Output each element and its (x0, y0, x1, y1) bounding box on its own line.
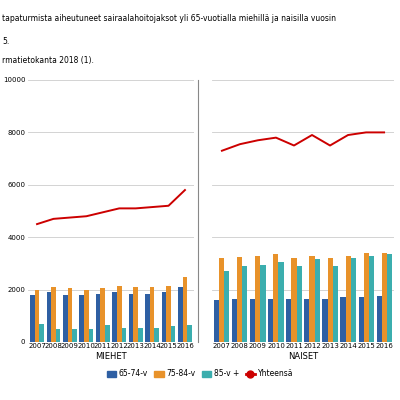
Bar (310, 256, 314, 342)
Bar (133, 287, 138, 342)
Bar (286, 299, 292, 342)
Bar (105, 325, 110, 342)
Bar (129, 294, 133, 342)
Bar (100, 288, 105, 342)
Bar (250, 299, 256, 342)
Bar (162, 292, 166, 342)
Bar (46, 292, 51, 342)
Bar (183, 276, 187, 342)
Bar (80, 295, 84, 342)
Bar (96, 294, 100, 342)
Bar (187, 325, 192, 342)
Bar (224, 271, 230, 342)
Bar (145, 294, 150, 342)
Bar (39, 324, 44, 342)
Bar (322, 299, 328, 342)
Bar (292, 258, 296, 342)
Bar (232, 299, 238, 342)
Bar (122, 328, 126, 342)
Bar (56, 329, 60, 342)
Bar (278, 262, 284, 342)
Bar (387, 254, 392, 342)
Bar (364, 253, 368, 342)
Bar (138, 328, 142, 342)
Bar (35, 290, 39, 342)
Bar (274, 254, 278, 342)
Bar (340, 298, 346, 342)
Bar (256, 256, 260, 342)
Bar (358, 298, 364, 342)
Bar (30, 295, 35, 342)
Bar (112, 292, 117, 342)
Bar (166, 286, 171, 342)
Bar (89, 329, 93, 342)
Bar (171, 326, 176, 342)
Bar (332, 266, 338, 342)
Bar (72, 329, 77, 342)
Bar (368, 256, 374, 342)
Bar (63, 295, 68, 342)
Bar (346, 256, 350, 342)
Bar (117, 286, 122, 342)
Text: 5.: 5. (2, 37, 9, 46)
Bar (68, 288, 72, 342)
Bar (84, 290, 89, 342)
Bar (150, 287, 154, 342)
Bar (376, 296, 382, 342)
Bar (350, 258, 356, 342)
Bar (238, 257, 242, 342)
Bar (178, 287, 183, 342)
Bar (382, 253, 387, 342)
Bar (304, 299, 310, 342)
Bar (328, 258, 332, 342)
Bar (296, 266, 302, 342)
Legend: 65-74-v, 75-84-v, 85-v +, Yhteensä: 65-74-v, 75-84-v, 85-v +, Yhteensä (104, 366, 296, 382)
Bar (51, 287, 56, 342)
Bar (219, 258, 224, 342)
Bar (260, 265, 266, 342)
Bar (214, 300, 219, 342)
Bar (314, 260, 320, 342)
X-axis label: MIEHET: MIEHET (95, 352, 127, 361)
Bar (154, 328, 159, 342)
Bar (268, 299, 274, 342)
Text: rmatietokanta 2018 (1).: rmatietokanta 2018 (1). (2, 56, 94, 65)
Text: tapaturmista aiheutuneet sairaalahoitojaksot yli 65-vuotialla miehillä ja naisil: tapaturmista aiheutuneet sairaalahoitoja… (2, 14, 336, 23)
Bar (242, 266, 248, 342)
X-axis label: NAISET: NAISET (288, 352, 318, 361)
